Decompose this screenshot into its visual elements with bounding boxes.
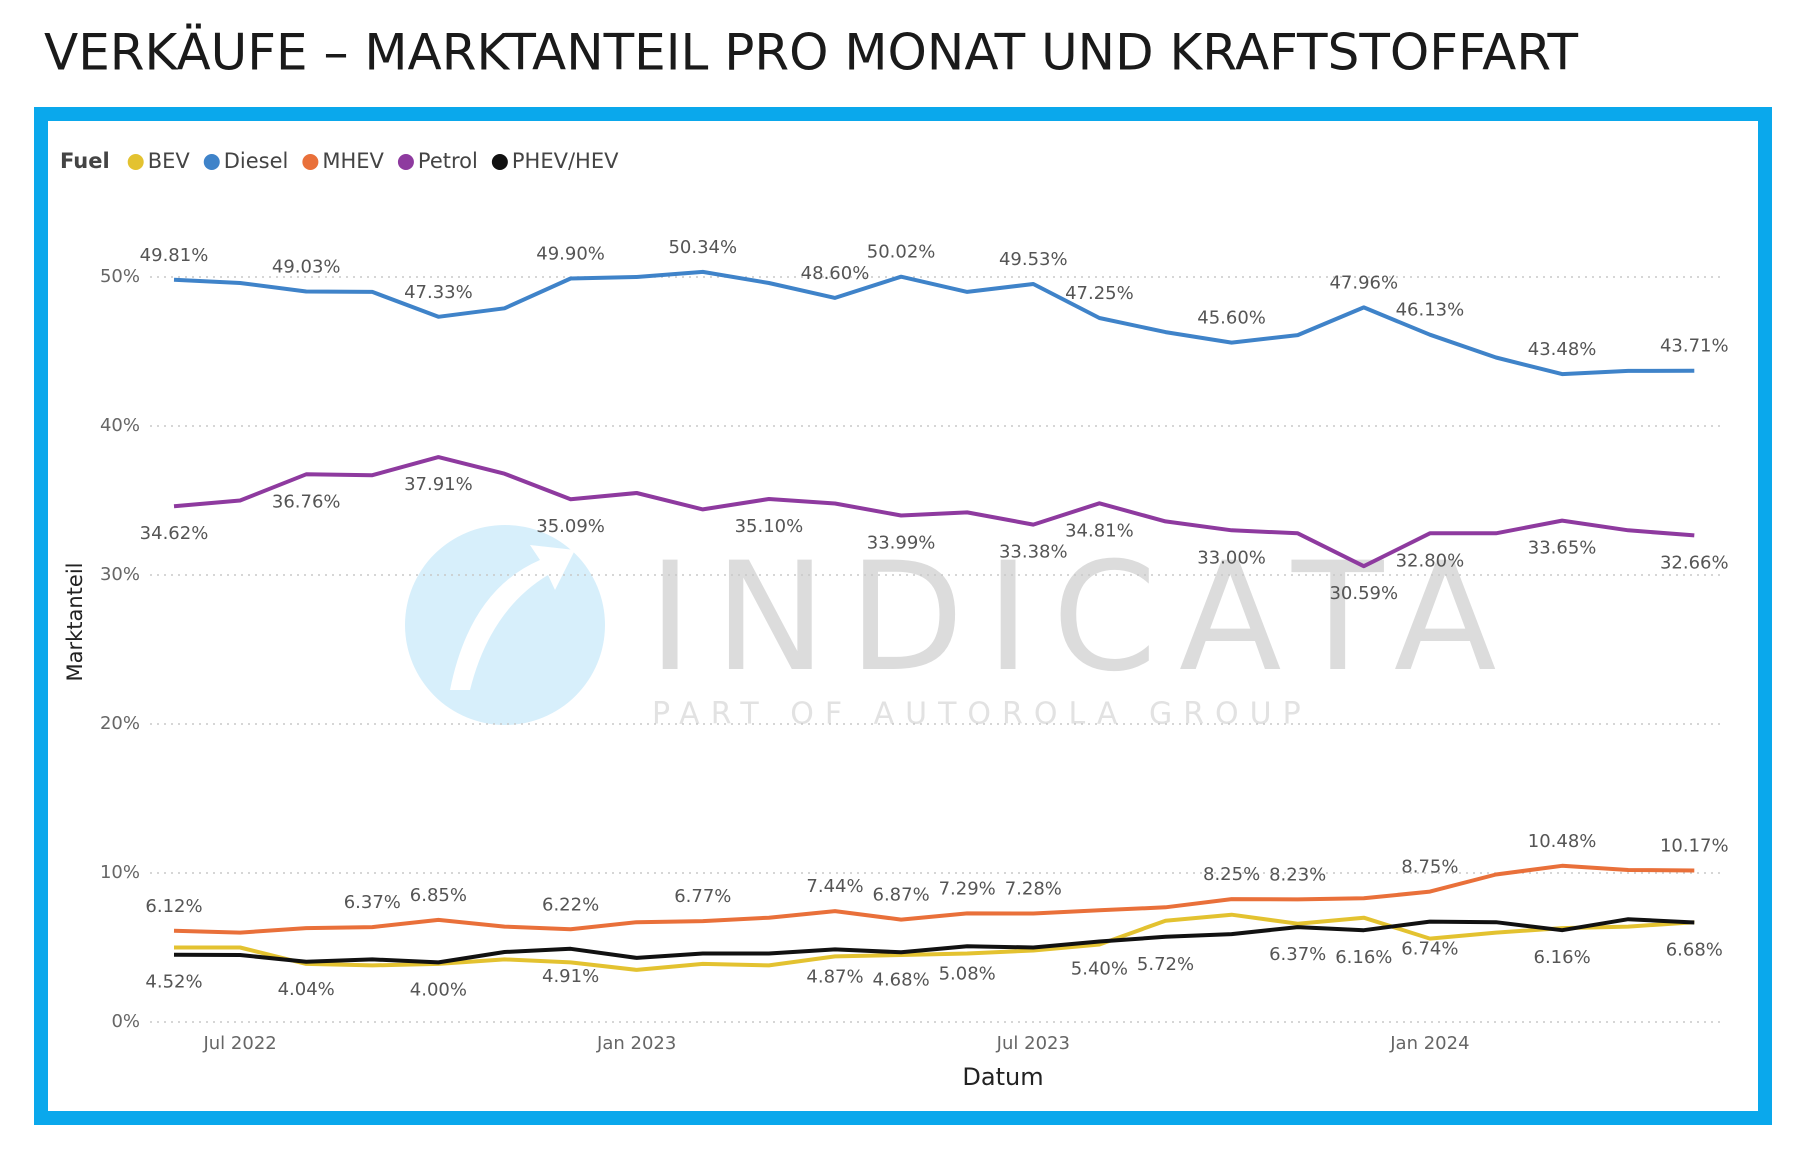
data-label: 49.53%	[999, 249, 1068, 270]
data-label: 8.25%	[1203, 864, 1260, 885]
y-tick-label: 0%	[111, 1011, 140, 1032]
data-label: 45.60%	[1197, 308, 1266, 329]
data-label: 4.04%	[278, 979, 335, 1000]
data-label: 6.37%	[1269, 944, 1326, 965]
series-line	[173, 455, 1695, 569]
watermark-arrow	[450, 545, 575, 690]
legend-marker	[203, 154, 220, 170]
legend-label: BEV	[148, 149, 191, 173]
x-tick-label: Jan 2023	[596, 1033, 676, 1054]
x-tick-label: Jan 2024	[1389, 1033, 1469, 1054]
data-label: 48.60%	[801, 263, 870, 284]
data-label: 33.38%	[999, 542, 1068, 563]
data-label: 5.08%	[939, 963, 996, 984]
series-line	[173, 863, 1695, 935]
data-label: 43.48%	[1528, 339, 1597, 360]
data-label: 8.23%	[1269, 864, 1326, 885]
data-label: 6.68%	[1666, 939, 1723, 960]
data-label: 4.00%	[410, 979, 467, 1000]
legend-label: Petrol	[418, 149, 478, 173]
data-label: 35.09%	[536, 516, 605, 537]
data-label: 33.99%	[867, 533, 936, 554]
data-label: 36.76%	[272, 491, 341, 512]
data-label: 6.77%	[674, 886, 731, 907]
data-label: 6.16%	[1534, 947, 1591, 968]
data-label: 32.66%	[1660, 552, 1729, 573]
data-label: 5.72%	[1137, 954, 1194, 975]
data-label: 10.17%	[1660, 835, 1729, 856]
y-tick-label: 20%	[100, 713, 140, 734]
data-label: 6.37%	[344, 892, 401, 913]
data-label: 6.16%	[1335, 947, 1392, 968]
x-tick-label: Jul 2022	[202, 1033, 276, 1054]
data-label: 49.90%	[536, 243, 605, 264]
page-title: VERKÄUFE – MARKTANTEIL PRO MONAT UND KRA…	[44, 24, 1578, 82]
data-label: 30.59%	[1329, 583, 1398, 604]
data-label: 7.29%	[939, 878, 996, 899]
data-label: 47.25%	[1065, 283, 1134, 304]
data-label: 4.68%	[873, 969, 930, 990]
data-label: 47.96%	[1329, 272, 1398, 293]
watermark-logo	[405, 525, 605, 725]
watermark-text: INDICATA	[648, 531, 1518, 705]
y-tick-label: 30%	[100, 564, 140, 585]
series-line	[174, 912, 1695, 972]
data-label: 6.85%	[410, 885, 467, 906]
legend-label: MHEV	[322, 149, 384, 173]
y-tick-label: 40%	[100, 415, 140, 436]
data-label: 43.71%	[1660, 336, 1729, 357]
data-label: 6.87%	[873, 885, 930, 906]
legend-label: Diesel	[224, 149, 289, 173]
data-label: 50.34%	[668, 237, 737, 258]
data-label: 4.52%	[145, 972, 202, 993]
legend-marker	[491, 154, 508, 170]
data-label: 6.12%	[145, 896, 202, 917]
data-label: 32.80%	[1396, 550, 1465, 571]
y-tick-label: 10%	[100, 862, 140, 883]
series-line	[173, 917, 1695, 965]
data-label: 33.00%	[1197, 547, 1266, 568]
data-label: 4.91%	[542, 966, 599, 987]
data-label: 7.28%	[1005, 879, 1062, 900]
data-label: 8.75%	[1401, 857, 1458, 878]
legend-marker	[127, 154, 144, 170]
watermark-subtext: PART OF AUTOROLA GROUP	[652, 697, 1312, 732]
y-axis-label: Marktanteil	[63, 562, 87, 681]
legend-label: PHEV/HEV	[512, 149, 619, 173]
y-tick-label: 50%	[100, 266, 140, 287]
x-tick-label: Jul 2023	[996, 1033, 1070, 1054]
series-line	[173, 269, 1695, 377]
data-label: 37.91%	[404, 474, 473, 495]
data-label: 34.62%	[140, 523, 209, 544]
data-label: 34.81%	[1065, 520, 1134, 541]
data-label: 7.44%	[806, 876, 863, 897]
data-label: 49.03%	[272, 256, 341, 277]
legend-marker	[397, 154, 414, 170]
x-axis-label: Datum	[962, 1063, 1043, 1091]
data-label: 10.48%	[1528, 831, 1597, 852]
data-label: 4.87%	[806, 966, 863, 987]
data-label: 47.33%	[404, 282, 473, 303]
legend-marker	[302, 154, 319, 170]
data-label: 5.40%	[1071, 959, 1128, 980]
data-label: 46.13%	[1396, 300, 1465, 321]
legend-title: Fuel	[60, 149, 110, 173]
data-label: 6.74%	[1401, 939, 1458, 960]
data-label: 33.65%	[1528, 538, 1597, 559]
data-label: 50.02%	[867, 242, 936, 263]
data-label: 49.81%	[140, 245, 209, 266]
data-label: 6.22%	[542, 894, 599, 915]
data-label: 35.10%	[735, 516, 804, 537]
